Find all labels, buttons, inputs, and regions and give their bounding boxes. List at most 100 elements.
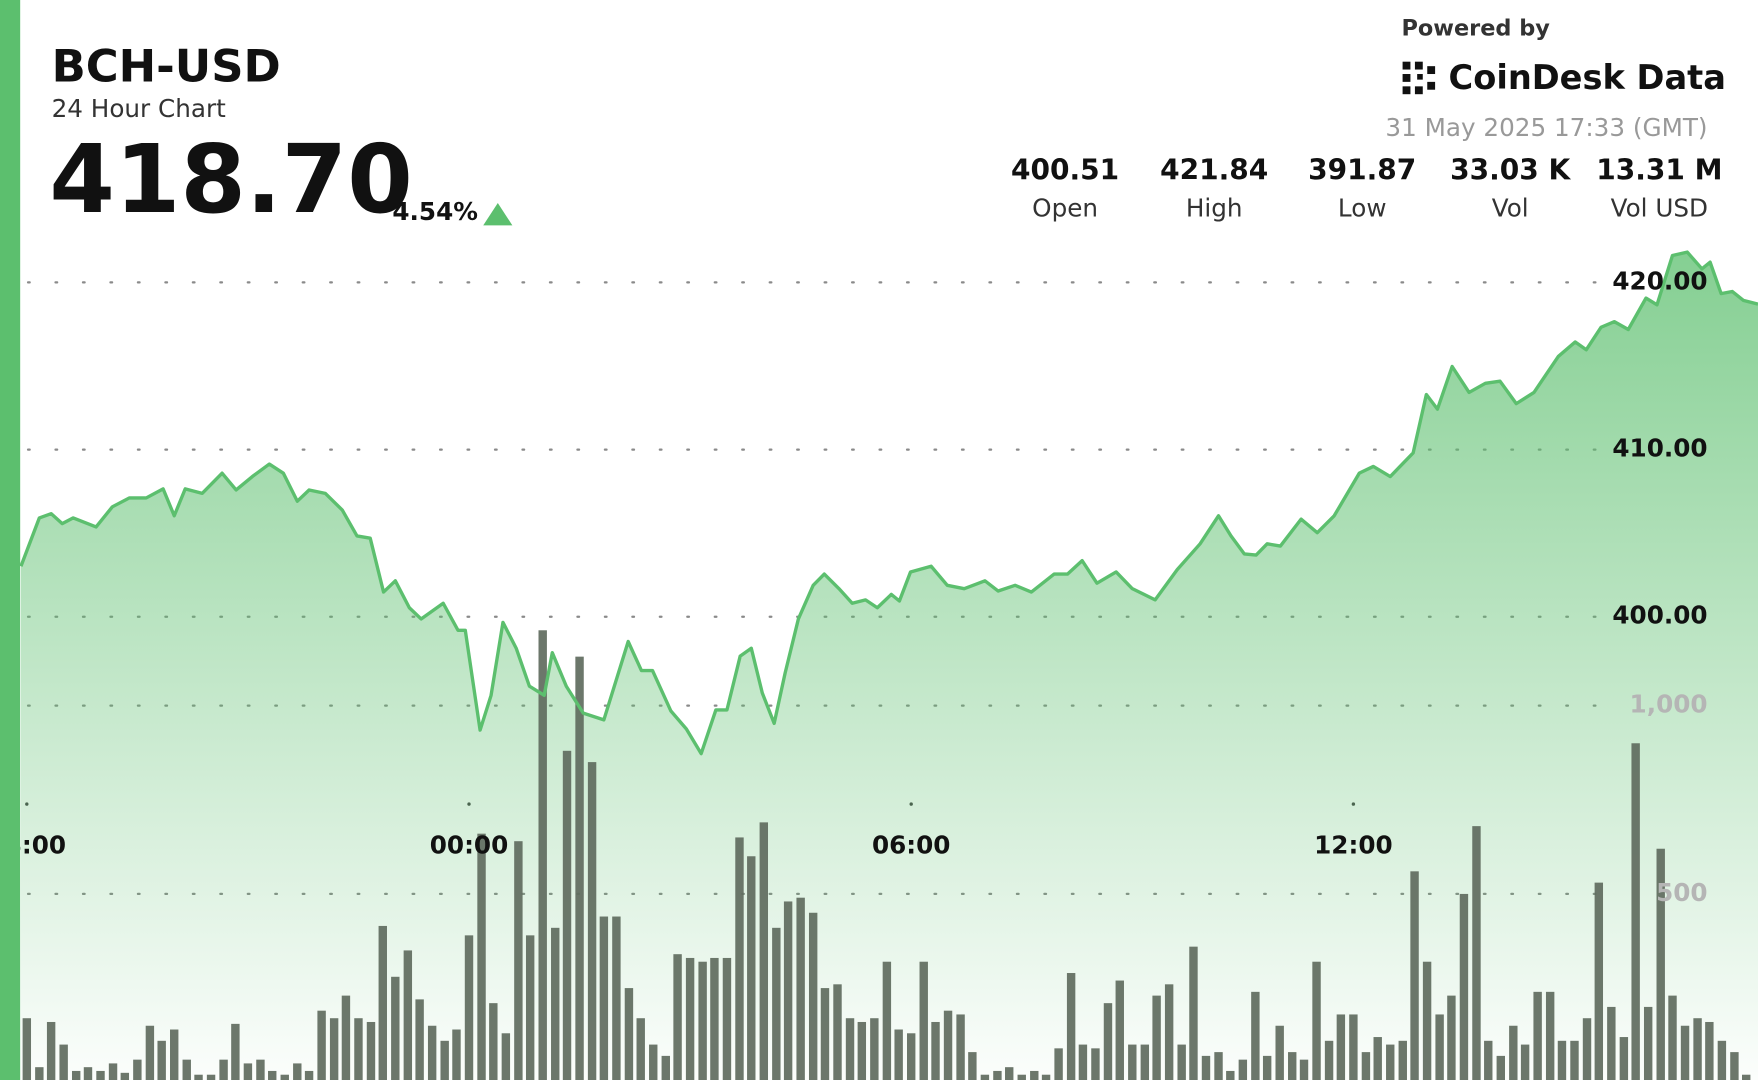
stat-label: Low	[1338, 194, 1387, 223]
volume-bar	[464, 935, 474, 1080]
last-price: 418.70	[49, 126, 412, 235]
stat-label: Vol USD	[1611, 194, 1708, 223]
volume-bar	[206, 1074, 216, 1080]
volume-bar	[489, 1003, 498, 1080]
volume-bar	[477, 833, 486, 1080]
volume-bar	[1545, 991, 1555, 1080]
volume-bar	[1680, 1025, 1690, 1080]
volume-bar	[1668, 995, 1677, 1080]
volume-bar	[525, 935, 535, 1080]
stat-label: High	[1186, 194, 1243, 223]
volume-bar	[1422, 961, 1432, 1080]
volume-bar	[673, 954, 682, 1080]
volume-bar	[1643, 1006, 1653, 1080]
volume-bar	[1459, 893, 1469, 1080]
volume-bar	[649, 1044, 658, 1080]
volume-bar	[747, 856, 756, 1080]
volume-bar	[551, 927, 560, 1080]
stat-value: 391.87	[1308, 154, 1416, 187]
volume-bar	[1299, 1059, 1309, 1080]
volume-bar	[1091, 1048, 1100, 1080]
volume-bar	[882, 961, 892, 1080]
symbol: BCH-USD	[52, 40, 281, 93]
volume-bar	[256, 1059, 265, 1080]
volume-bar	[894, 1029, 903, 1080]
change: 4.54%	[392, 197, 478, 226]
volume-bar	[403, 950, 413, 1080]
volume-bar	[1251, 991, 1260, 1080]
volume-bar	[1005, 1067, 1014, 1080]
volume-bar	[1189, 946, 1198, 1080]
volume-bar	[1386, 1044, 1395, 1080]
volume-bar	[46, 1021, 56, 1080]
volume-bar	[341, 995, 351, 1080]
volume-bar	[1509, 1025, 1518, 1080]
volume-bar	[1041, 1074, 1051, 1080]
volume-bar	[1336, 1014, 1346, 1080]
volume-bar	[1435, 1014, 1444, 1080]
volume-bar	[1484, 1040, 1493, 1080]
volume-bar	[919, 961, 928, 1080]
y-tick-label: 420.00	[1612, 266, 1707, 295]
y2-tick-label: 500	[1656, 878, 1707, 907]
volume-bar	[980, 1074, 990, 1080]
volume-bar	[83, 1067, 93, 1080]
subtitle: 24 Hour Chart	[52, 94, 227, 123]
volume-bar	[1164, 984, 1174, 1080]
volume-bar	[120, 1072, 130, 1080]
volume-bar	[1054, 1048, 1063, 1080]
volume-bar	[870, 1018, 879, 1080]
volume-bar	[35, 1067, 44, 1080]
volume-bar	[1312, 961, 1321, 1080]
volume-bar	[1472, 826, 1481, 1080]
volume-bar	[1177, 1044, 1186, 1080]
volume-bar	[170, 1029, 179, 1080]
header: BCH-USD 24 Hour Chart 418.70 4.54% Power…	[49, 16, 1726, 235]
volume-bar	[329, 1018, 339, 1080]
volume-bar	[268, 1070, 277, 1080]
volume-bar	[1349, 1014, 1358, 1080]
stats: 400.51 Open 421.84 High 391.87 Low 33.03 K Vol 1…	[1011, 154, 1722, 223]
stat-label: Open	[1032, 194, 1098, 223]
volume-bar	[96, 1070, 105, 1080]
volume-bar	[783, 901, 793, 1080]
volume-bar	[1520, 1044, 1530, 1080]
volume-bar	[452, 1029, 461, 1080]
up-arrow	[483, 202, 513, 226]
line-layer	[19, 250, 1758, 756]
volume-bar	[22, 1018, 32, 1080]
volume-bar	[378, 925, 387, 1080]
volume-bar	[685, 957, 695, 1080]
volume-bar	[194, 1074, 203, 1080]
price-area	[20, 252, 1758, 1080]
volume-bar	[1238, 1059, 1248, 1080]
volume-bar	[59, 1044, 68, 1080]
stat-value: 400.51	[1011, 154, 1119, 187]
volume-bar	[968, 1052, 977, 1080]
volume-bar	[1288, 1052, 1297, 1080]
volume-bar	[993, 1070, 1002, 1080]
volume-bar	[943, 1010, 953, 1080]
volume-bar	[1140, 1044, 1150, 1080]
x-tick-label: 00:00	[430, 831, 508, 860]
volume-bars	[22, 630, 1751, 1080]
y-tick-label: 400.00	[1612, 601, 1707, 630]
volume-bar	[1214, 1052, 1223, 1080]
volume-bar	[1619, 1037, 1629, 1080]
volume-bar	[857, 1021, 867, 1080]
volume-bar	[624, 988, 634, 1080]
volume-bar	[1103, 1003, 1113, 1080]
side-bar	[0, 0, 21, 1080]
volume-bar	[1324, 1040, 1334, 1080]
volume-bar	[1410, 871, 1419, 1080]
volume-bar	[906, 1033, 916, 1080]
volume-bar	[1128, 1044, 1137, 1080]
stat-value: 421.84	[1160, 154, 1268, 187]
volume-bar	[317, 1010, 326, 1080]
volume-bar	[145, 1025, 155, 1080]
volume-bar	[1631, 743, 1640, 1080]
volume-bar	[931, 1021, 940, 1080]
plot: 400.00410.00420.005001,00018:0000:0006:0…	[0, 250, 1758, 1080]
volume-bar	[636, 1018, 645, 1080]
